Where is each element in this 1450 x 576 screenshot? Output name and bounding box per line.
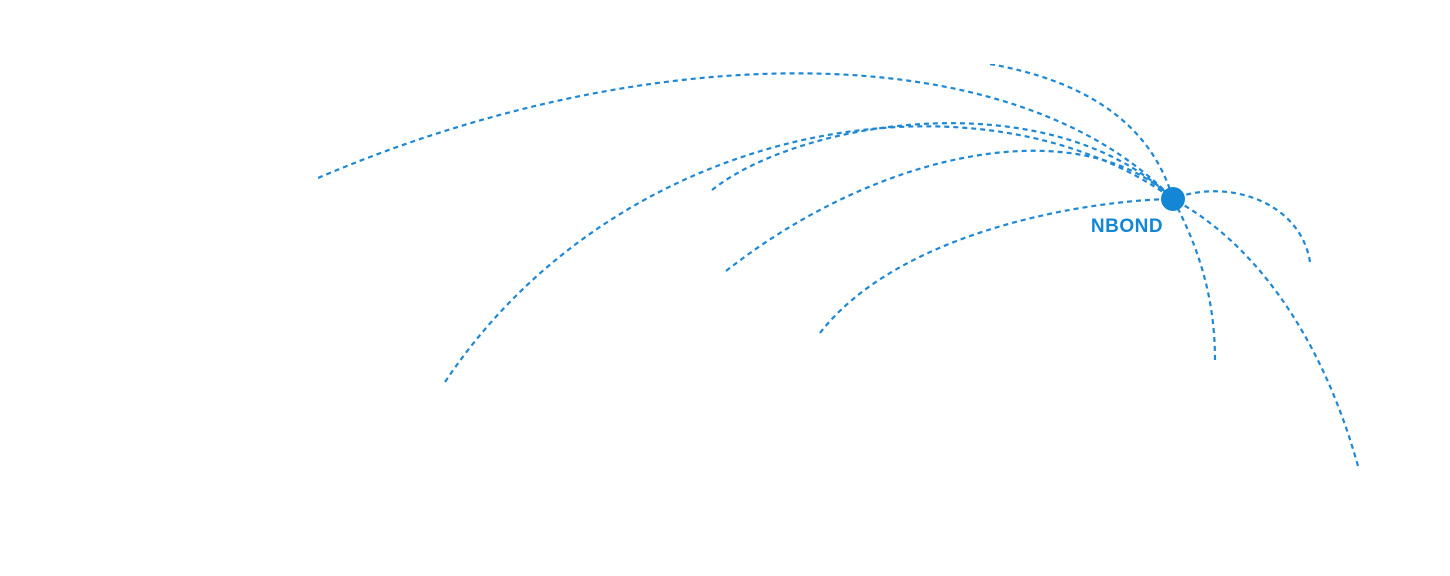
graph-canvas [318, 64, 1360, 467]
graph-node-nbond[interactable] [1161, 187, 1185, 211]
edge-down-vertical [1172, 198, 1217, 361]
edge-from-left-edge [318, 72, 1174, 200]
edge-from-top-edge [989, 64, 1175, 200]
edges-layer [318, 64, 1360, 467]
edge-mid-lower [819, 197, 1174, 334]
edge-right-hook [1172, 190, 1312, 263]
graph-node-label: NBOND [1091, 216, 1163, 237]
edge-lower-left [444, 125, 1174, 383]
edge-mid [725, 149, 1174, 272]
edge-down-right-corner [1172, 198, 1360, 467]
